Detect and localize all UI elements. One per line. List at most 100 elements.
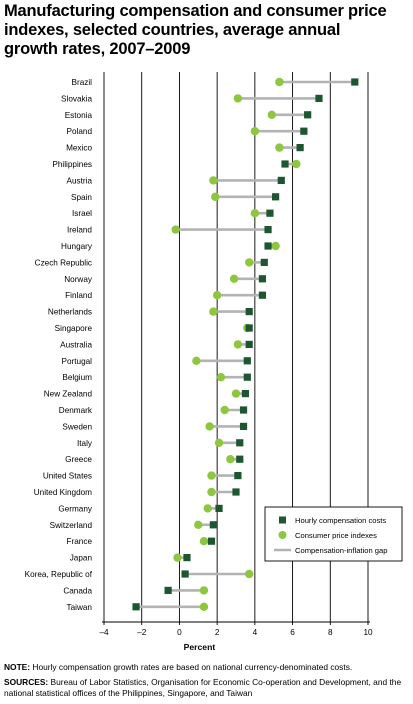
compensation-point xyxy=(300,127,308,135)
country-label: Germany xyxy=(58,504,93,513)
compensation-point xyxy=(207,537,216,545)
country-label: Netherlands xyxy=(48,308,92,317)
country-label: Australia xyxy=(60,340,92,349)
cpi-point xyxy=(211,192,220,201)
compensation-point xyxy=(272,193,280,201)
cpi-points xyxy=(171,77,301,611)
legend-label: Hourly compensation costs xyxy=(295,516,386,525)
country-label: New Zealand xyxy=(44,390,93,399)
country-label: United Kingdom xyxy=(34,488,92,497)
compensation-point xyxy=(243,373,251,381)
country-label: France xyxy=(67,537,93,546)
dot-plot-chart: Brazil Slovakia Estonia Poland Mexico Philipp… xyxy=(25,72,403,652)
compensation-point xyxy=(164,586,172,594)
compensation-point xyxy=(296,144,304,152)
compensation-point xyxy=(239,422,248,430)
compensation-point xyxy=(183,554,191,562)
compensation-point xyxy=(264,226,272,234)
compensation-point xyxy=(277,176,285,184)
chart-title-line-1: Manufacturing compensation and consumer … xyxy=(4,2,387,20)
cpi-point xyxy=(207,487,216,497)
cpi-point xyxy=(216,373,226,382)
cpi-point xyxy=(209,307,218,316)
compensation-point xyxy=(245,308,253,316)
compensation-point xyxy=(304,111,312,119)
compensation-point xyxy=(245,324,253,332)
cpi-point xyxy=(245,258,254,267)
country-label: Italy xyxy=(77,439,93,448)
compensation-point xyxy=(232,488,240,496)
cpi-point xyxy=(245,569,254,579)
compensation-point xyxy=(132,603,140,611)
country-label: Switzerland xyxy=(50,521,93,530)
country-label: Philippines xyxy=(52,160,92,169)
country-label: Finland xyxy=(65,291,92,300)
cpi-point xyxy=(205,422,214,431)
compensation-point xyxy=(315,94,323,102)
country-label: Sweden xyxy=(62,422,92,431)
legend: Hourly compensation costs Consumer price … xyxy=(264,506,403,562)
cpi-point xyxy=(171,225,180,234)
country-label: Korea, Republic of xyxy=(25,570,93,579)
country-label: Czech Republic xyxy=(35,258,92,267)
sources-label: SOURCES: xyxy=(4,677,49,687)
compensation-point xyxy=(264,242,272,250)
x-tick-label: 8 xyxy=(328,628,333,637)
country-label: Austria xyxy=(67,176,93,185)
country-label: Canada xyxy=(63,586,92,595)
cpi-point xyxy=(194,520,203,529)
country-label: Portugal xyxy=(62,357,93,366)
compensation-point xyxy=(236,439,244,447)
sources-text: Bureau of Labor Statistics, Organisation… xyxy=(4,677,402,698)
cpi-point xyxy=(199,537,209,546)
country-label: Hungary xyxy=(61,242,93,251)
country-label: Norway xyxy=(64,275,93,284)
compensation-points xyxy=(132,78,359,611)
compensation-point xyxy=(239,406,248,414)
cpi-point xyxy=(209,176,218,185)
compensation-point xyxy=(281,160,289,168)
x-axis: –4 –2 0 2 4 6 8 10 Percent xyxy=(99,621,373,652)
legend-label: Consumer price indexes xyxy=(295,531,377,540)
cpi-point xyxy=(267,110,277,120)
cpi-point xyxy=(226,455,235,464)
x-tick-label: –4 xyxy=(99,628,109,637)
country-label: Brazil xyxy=(72,78,93,87)
notes: NOTE: Hourly compensation growth rates a… xyxy=(4,662,408,703)
cpi-point xyxy=(207,471,216,480)
x-tick-label: 10 xyxy=(363,628,373,637)
country-label: Spain xyxy=(71,193,92,202)
cpi-point xyxy=(203,504,212,513)
cpi-point xyxy=(214,438,224,447)
compensation-point xyxy=(245,340,253,348)
compensation-point xyxy=(351,78,359,86)
country-label: Estonia xyxy=(65,111,93,120)
cpi-point xyxy=(271,241,280,251)
compensation-point xyxy=(215,504,223,512)
cpi-point xyxy=(199,586,209,595)
note-label: NOTE: xyxy=(4,662,31,672)
cpi-point xyxy=(220,405,229,415)
cpi-point xyxy=(233,340,243,349)
cpi-point xyxy=(199,602,209,611)
country-label: Israel xyxy=(72,209,92,218)
cpi-point xyxy=(250,127,260,136)
compensation-point xyxy=(181,570,189,578)
cpi-point xyxy=(192,356,201,365)
x-tick-label: –2 xyxy=(137,628,147,637)
country-label: Japan xyxy=(70,554,93,563)
country-label: Slovakia xyxy=(61,94,92,103)
cpi-point xyxy=(275,77,284,87)
compensation-point xyxy=(258,275,266,283)
note-text: Hourly compensation growth rates are bas… xyxy=(32,662,353,672)
country-label: Singapore xyxy=(55,324,93,333)
cpi-point xyxy=(233,94,243,103)
country-label: Ireland xyxy=(67,226,92,235)
cpi-point xyxy=(275,143,284,152)
x-tick-label: 4 xyxy=(253,628,258,637)
x-tick-label: 6 xyxy=(290,628,295,637)
sources: SOURCES: Bureau of Labor Statistics, Org… xyxy=(4,677,408,699)
compensation-point xyxy=(266,209,274,217)
cpi-point xyxy=(292,159,301,169)
x-tick-label: 0 xyxy=(177,628,182,637)
